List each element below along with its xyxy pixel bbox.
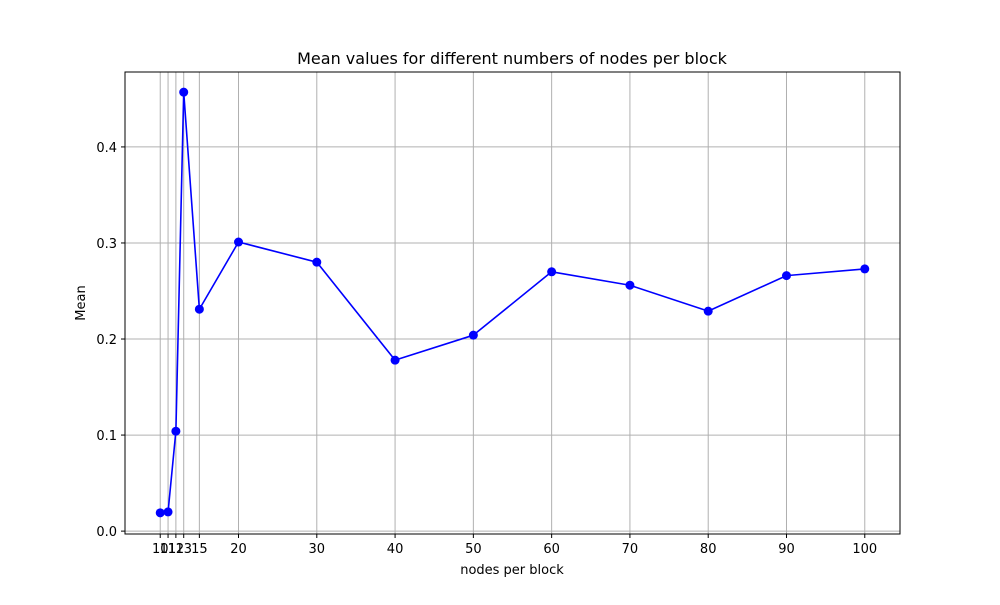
data-point bbox=[312, 257, 322, 267]
data-point bbox=[179, 87, 189, 97]
x-tick-label: 10 bbox=[152, 542, 169, 557]
x-tick-label: 50 bbox=[465, 542, 482, 557]
grid bbox=[125, 72, 900, 534]
x-tick-label: 11 bbox=[160, 542, 177, 557]
y-tick-label: 0.3 bbox=[96, 237, 117, 252]
y-tick-label: 0.2 bbox=[96, 333, 117, 348]
y-axis-label: Mean bbox=[74, 285, 89, 320]
y-tick-label: 0.0 bbox=[96, 525, 117, 540]
x-tick-label: 20 bbox=[230, 542, 247, 557]
data-point bbox=[171, 426, 181, 436]
x-tick-label: 13 bbox=[175, 542, 192, 557]
x-tick-label: 15 bbox=[191, 542, 208, 557]
series bbox=[155, 87, 870, 518]
x-tick-label: 60 bbox=[543, 542, 560, 557]
x-tick-label: 80 bbox=[700, 542, 717, 557]
x-tick-label: 100 bbox=[852, 542, 877, 557]
series-line bbox=[160, 91, 865, 514]
plot-area bbox=[124, 71, 901, 535]
data-point bbox=[703, 306, 713, 316]
data-point bbox=[155, 508, 165, 518]
x-tick-label: 40 bbox=[387, 542, 404, 557]
x-axis-label: nodes per block bbox=[460, 563, 564, 578]
data-point bbox=[860, 264, 870, 274]
chart-title: Mean values for different numbers of nod… bbox=[297, 49, 728, 68]
data-point bbox=[163, 507, 173, 517]
data-point bbox=[194, 304, 204, 314]
data-point bbox=[547, 267, 557, 277]
x-tick-label: 90 bbox=[778, 542, 795, 557]
x-tick-label: 12 bbox=[168, 542, 185, 557]
x-tick-label: 70 bbox=[622, 542, 639, 557]
data-point bbox=[234, 237, 244, 247]
data-point bbox=[468, 330, 478, 340]
x-tick-label: 30 bbox=[309, 542, 326, 557]
y-tick-label: 0.1 bbox=[96, 429, 117, 444]
y-tick-label: 0.4 bbox=[96, 141, 117, 156]
data-point bbox=[781, 271, 791, 281]
data-point bbox=[390, 355, 400, 365]
data-point bbox=[625, 280, 635, 290]
